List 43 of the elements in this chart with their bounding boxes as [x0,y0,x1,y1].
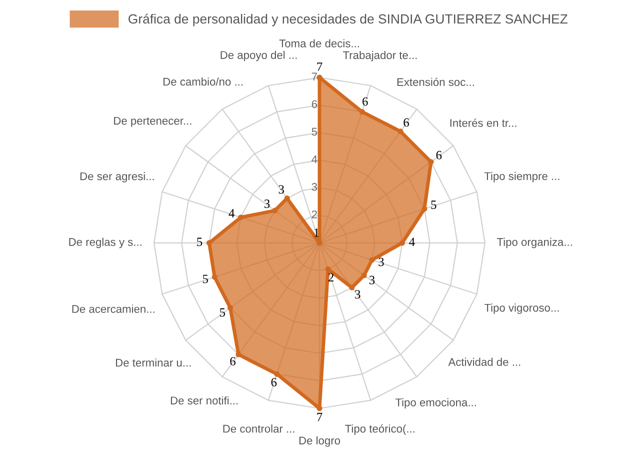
spoke-label: Trabajador te... [342,50,417,62]
spoke-label: De acercamien... [72,304,154,313]
data-label: 3 [278,185,284,194]
y-tick-label: 6 [312,100,318,108]
data-label: 3 [264,200,270,208]
spoke-label: De ser agresi... [80,172,154,182]
data-label: 6 [271,378,277,386]
spoke-label: Extensión soc... [397,78,474,86]
spoke-label: De apoyo del ... [220,50,297,62]
y-tick-label: 2 [312,210,317,218]
spoke-label: Tipo organiza... [496,238,572,248]
spoke-label: De cambio/no ... [164,77,242,86]
spoke-label: De pertenecer... [114,116,192,127]
spoke-label: De terminar u... [116,358,191,367]
y-tick-label: 3 [312,182,318,191]
data-label: 3 [355,290,360,299]
data-label: 5 [202,274,208,284]
spoke-label: Toma de decis... [279,39,359,48]
data-label: 5 [431,200,436,209]
data-label: 3 [369,276,375,284]
spoke-label: De logro [299,436,340,447]
spoke-label: Interés en tr... [450,118,516,127]
spoke-label: Tipo teórico(... [345,424,414,435]
data-label: 6 [436,150,442,160]
data-label: 4 [409,238,415,246]
data-label: 5 [197,238,202,246]
spoke-label: Tipo siempre ... [484,172,560,182]
spoke-label: Tipo emociona... [395,398,476,409]
data-label: 6 [230,357,236,366]
legend-label: Gráfica de personalidad y necesidades de SINDIA GUTIERREZ SANCHEZ [128,14,568,26]
data-label: 6 [404,118,409,127]
spoke-label: Actividad de ... [448,358,520,366]
spoke-label: De ser notifi... [170,396,238,404]
data-label: 4 [228,209,235,218]
spoke-label: De controlar ... [223,424,294,433]
data-label: 3 [378,258,384,266]
spoke-label: De reglas y s... [69,238,142,248]
y-tick-label: 7 [312,72,317,80]
y-tick-label: 4 [312,155,318,164]
y-tick-label: 5 [312,128,318,136]
spoke-label: Tipo vigoroso... [484,304,559,314]
data-label: 6 [362,97,368,106]
data-label: 5 [220,308,226,317]
